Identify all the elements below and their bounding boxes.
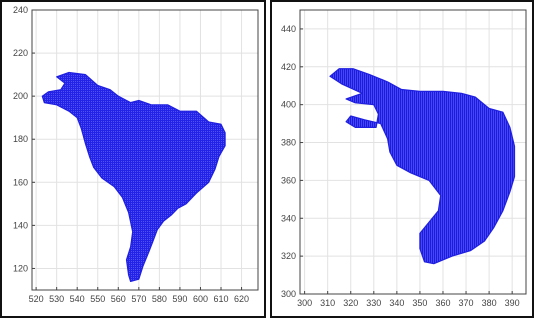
y-tick-label: 220 (13, 48, 28, 58)
y-tick-label: 360 (281, 175, 296, 185)
y-tick-label: 300 (281, 289, 296, 299)
axes-box (31, 9, 259, 291)
x-tick-label: 620 (234, 294, 249, 304)
x-tick-label: 320 (343, 298, 358, 308)
y-tick-label: 180 (13, 134, 28, 144)
axes-box (299, 9, 527, 295)
y-tick-label: 120 (13, 263, 28, 273)
y-tick-label: 380 (281, 138, 296, 148)
x-tick-label: 390 (505, 298, 520, 308)
x-tick-label: 330 (366, 298, 381, 308)
y-tick-label: 200 (13, 91, 28, 101)
y-tick-label: 320 (281, 251, 296, 261)
x-tick-label: 370 (459, 298, 474, 308)
y-tick-label: 240 (13, 5, 28, 15)
left-chart: 520 530 540 550 560 570 580 590 600 610 620 120 140 1… (13, 5, 259, 304)
x-tick-label: 570 (131, 294, 146, 304)
x-tick-label: 610 (214, 294, 229, 304)
x-tick-label: 350 (412, 298, 427, 308)
x-tick-label: 560 (111, 294, 126, 304)
y-tick-label: 420 (281, 62, 296, 72)
x-tick-label: 340 (389, 298, 404, 308)
x-tick-label: 530 (49, 294, 64, 304)
x-tick-label: 310 (320, 298, 335, 308)
scatter-point-cloud (329, 68, 516, 265)
y-tick-label: 140 (13, 220, 28, 230)
y-tick-label: 400 (281, 100, 296, 110)
scatter-point-cloud (41, 71, 226, 282)
x-tick-label: 540 (70, 294, 85, 304)
x-tick-label: 580 (152, 294, 167, 304)
x-tick-label: 380 (482, 298, 497, 308)
x-tick-label: 600 (193, 294, 208, 304)
x-tick-label: 360 (435, 298, 450, 308)
x-tick-label: 520 (29, 294, 44, 304)
right-chart: 300 310 320 330 340 350 360 370 380 390 300 320 340 3… (281, 9, 527, 308)
x-tick-label: 300 (297, 298, 312, 308)
x-tick-label: 590 (172, 294, 187, 304)
y-tick-label: 440 (281, 24, 296, 34)
x-tick-label: 550 (90, 294, 105, 304)
y-tick-label: 340 (281, 213, 296, 223)
y-tick-label: 160 (13, 177, 28, 187)
